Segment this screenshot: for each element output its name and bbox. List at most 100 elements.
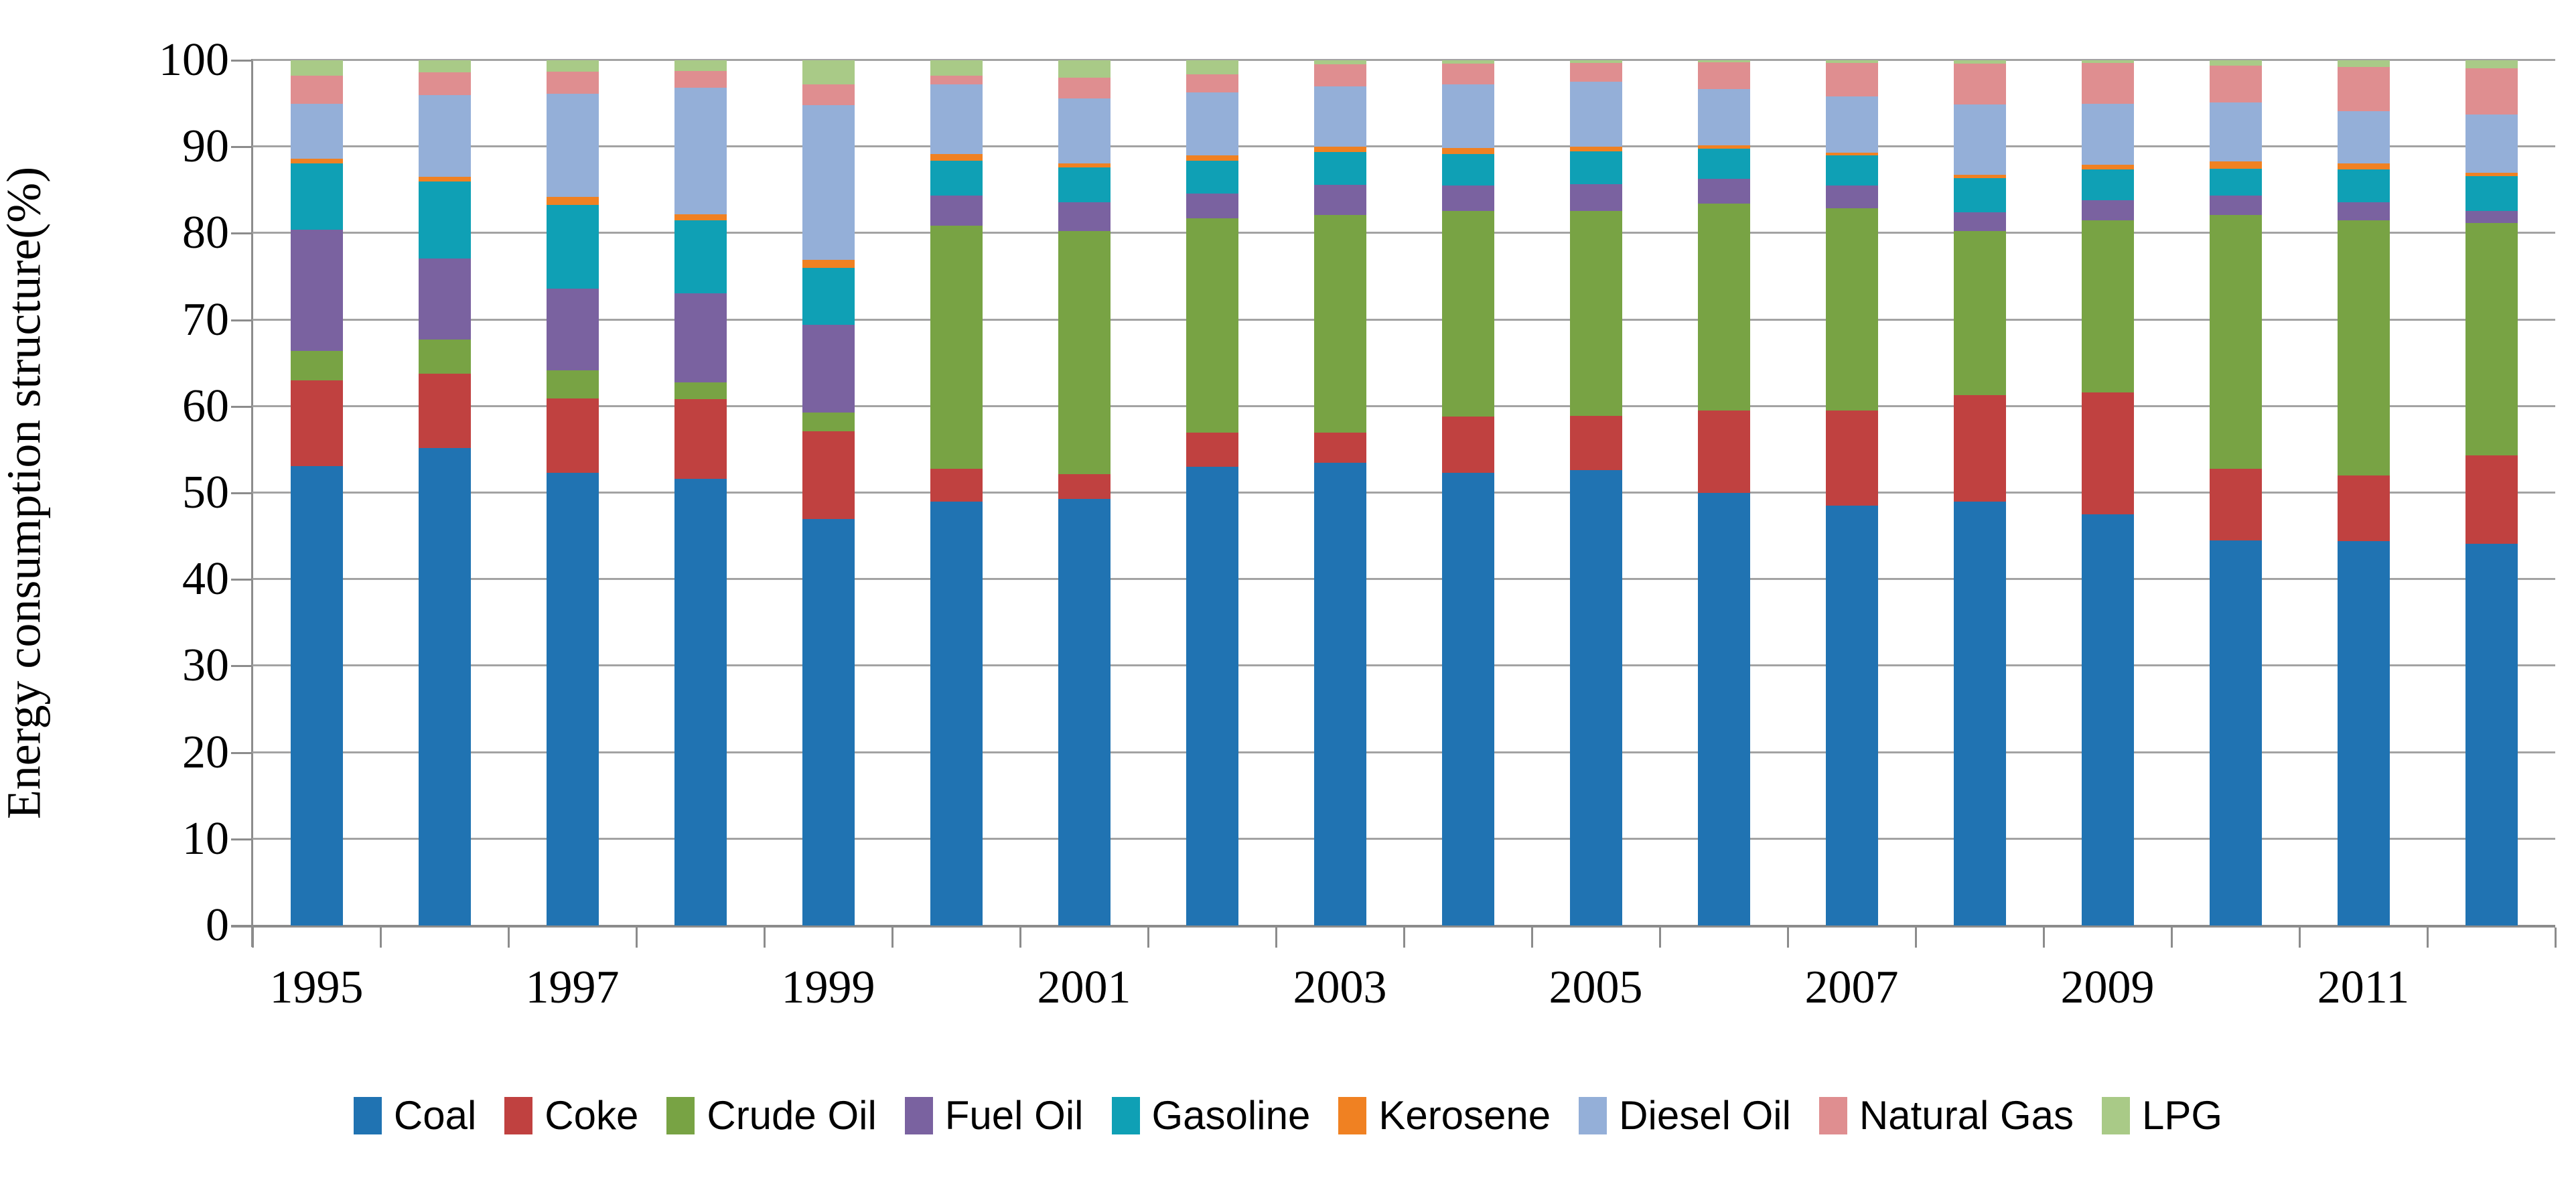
bar-2003-segment-lpg <box>1313 60 1366 65</box>
bar-1999-segment-kerosene <box>802 260 855 269</box>
legend-label-gasoline: Gasoline <box>1151 1093 1311 1138</box>
bar-2001-segment-coke <box>1058 473 1111 500</box>
x-tick-label-2001: 2001 <box>1037 962 1131 1013</box>
bar-2003-segment-fuel-oil <box>1313 185 1366 216</box>
bar-2008-segment-lpg <box>1953 60 2006 64</box>
bar-2006-segment-diesel-oil <box>1697 88 1750 145</box>
bar-2003-segment-natural-gas <box>1313 64 1366 86</box>
bar-2006 <box>1697 60 1750 926</box>
bar-2009-segment-kerosene <box>2081 165 2134 169</box>
y-tick-80 <box>231 232 253 235</box>
x-tick-boundary-10 <box>1531 928 1533 948</box>
bar-2011-segment-diesel-oil <box>2337 111 2390 163</box>
legend-swatch-lpg <box>2102 1097 2131 1134</box>
bar-2012-segment-fuel-oil <box>2465 210 2518 223</box>
bar-2004 <box>1441 60 1494 926</box>
bar-2003-segment-kerosene <box>1313 147 1366 152</box>
bar-2008 <box>1953 60 2006 926</box>
bar-2009-segment-lpg <box>2081 60 2134 63</box>
gridline-30 <box>253 664 2555 667</box>
y-tick-50 <box>231 492 253 494</box>
x-tick-boundary-1 <box>380 928 382 948</box>
legend-item-diesel-oil: Diesel Oil <box>1579 1094 1791 1137</box>
bar-1997-segment-gasoline <box>546 204 599 289</box>
bar-2012-segment-coal <box>2465 544 2518 926</box>
bar-2011-segment-gasoline <box>2337 169 2390 202</box>
legend-label-natural-gas: Natural Gas <box>1859 1093 2074 1138</box>
x-axis-line <box>231 925 2555 928</box>
bar-1996-segment-kerosene <box>418 177 471 181</box>
bar-2004-segment-lpg <box>1441 60 1494 64</box>
bar-2000-segment-lpg <box>930 60 983 76</box>
bar-2007-segment-gasoline <box>1825 155 1878 186</box>
bar-2009-segment-coke <box>2081 392 2134 515</box>
y-tick-20 <box>231 751 253 754</box>
bar-2012 <box>2465 60 2518 926</box>
bar-2011-segment-coke <box>2337 475 2390 542</box>
x-tick-boundary-9 <box>1403 928 1405 948</box>
bar-1998-segment-lpg <box>674 60 727 71</box>
bar-2009-segment-crude-oil <box>2081 220 2134 393</box>
y-axis-line <box>251 59 253 947</box>
bar-2012-segment-coke <box>2465 455 2518 544</box>
legend-swatch-coke <box>504 1097 533 1134</box>
bar-2006-segment-lpg <box>1697 60 1750 62</box>
bar-2007-segment-fuel-oil <box>1825 186 1878 208</box>
bar-1997-segment-coke <box>546 398 599 473</box>
bar-1997 <box>546 60 599 926</box>
bar-2009-segment-diesel-oil <box>2081 103 2134 165</box>
legend-swatch-crude-oil <box>666 1097 695 1134</box>
bar-2002-segment-gasoline <box>1186 160 1238 194</box>
bar-2010-segment-coke <box>2209 468 2262 541</box>
legend-item-lpg: LPG <box>2102 1094 2222 1137</box>
legend-label-kerosene: Kerosene <box>1378 1093 1551 1138</box>
x-tick-boundary-3 <box>636 928 638 948</box>
gridline-60 <box>253 404 2555 407</box>
bar-1998-segment-diesel-oil <box>674 88 727 215</box>
bar-2007-segment-natural-gas <box>1825 62 1878 97</box>
bar-2009-segment-gasoline <box>2081 169 2134 201</box>
bar-2001-segment-lpg <box>1058 60 1111 78</box>
bar-1996-segment-coal <box>418 447 471 926</box>
x-tick-label-2003: 2003 <box>1293 962 1387 1013</box>
bar-2001-segment-diesel-oil <box>1058 98 1111 163</box>
x-tick-boundary-17 <box>2427 928 2429 948</box>
bar-2011-segment-kerosene <box>2337 163 2390 169</box>
bar-1995-segment-diesel-oil <box>290 103 343 159</box>
bar-2006-segment-kerosene <box>1697 145 1750 149</box>
bar-2010-segment-natural-gas <box>2209 65 2262 103</box>
legend-item-coke: Coke <box>504 1094 638 1137</box>
gridline-40 <box>253 578 2555 581</box>
bar-2008-segment-coal <box>1953 501 2006 926</box>
legend-label-coke: Coke <box>545 1093 639 1138</box>
bar-2012-segment-natural-gas <box>2465 68 2518 115</box>
bar-2000-segment-gasoline <box>930 160 983 196</box>
legend-item-crude-oil: Crude Oil <box>666 1094 877 1137</box>
bar-2003-segment-diesel-oil <box>1313 86 1366 147</box>
bar-2002-segment-crude-oil <box>1186 218 1238 433</box>
bar-2004-segment-coal <box>1441 473 1494 926</box>
bar-1995-segment-crude-oil <box>290 351 343 381</box>
x-tick-boundary-16 <box>2299 928 2301 948</box>
legend-label-fuel-oil: Fuel Oil <box>944 1093 1084 1138</box>
bar-1997-segment-coal <box>546 473 599 926</box>
bar-1998-segment-kerosene <box>674 214 727 221</box>
y-tick-30 <box>231 665 253 668</box>
bar-1997-segment-fuel-oil <box>546 289 599 370</box>
bar-2002-segment-coke <box>1186 432 1238 467</box>
bar-2004-segment-kerosene <box>1441 147 1494 154</box>
x-tick-label-1997: 1997 <box>525 962 620 1013</box>
bar-1997-segment-kerosene <box>546 197 599 205</box>
bar-2008-segment-diesel-oil <box>1953 104 2006 175</box>
x-tick-boundary-14 <box>2043 928 2045 948</box>
x-tick-boundary-2 <box>508 928 510 948</box>
bar-2007-segment-coal <box>1825 506 1878 926</box>
gridline-10 <box>253 837 2555 840</box>
gridline-80 <box>253 232 2555 234</box>
bar-1995-segment-gasoline <box>290 163 343 230</box>
y-tick-100 <box>231 60 253 62</box>
x-tick-boundary-8 <box>1275 928 1277 948</box>
bar-2004-segment-crude-oil <box>1441 210 1494 417</box>
bar-1995-segment-coal <box>290 465 343 926</box>
